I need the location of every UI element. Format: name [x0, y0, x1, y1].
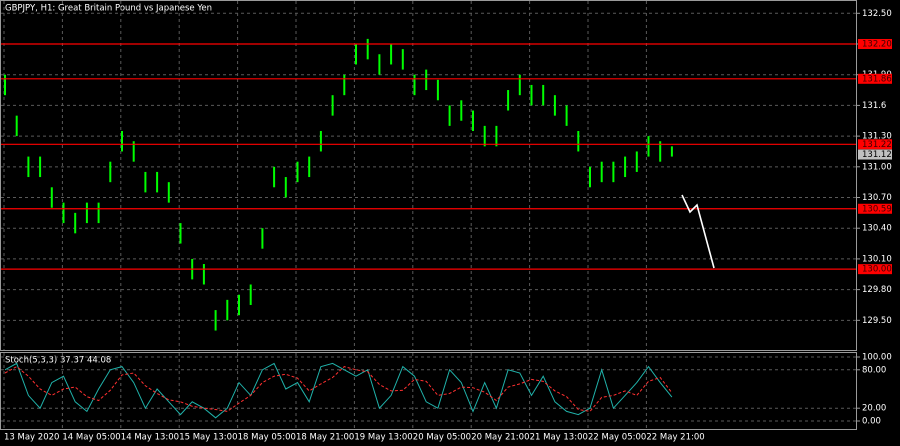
y-tick-label: 131.00 — [862, 162, 892, 172]
level-label: 131.86 — [862, 74, 892, 84]
level-label: 131.22 — [862, 140, 892, 150]
y-tick-label: 20.00 — [862, 404, 886, 414]
y-tick-label: 130.10 — [862, 254, 892, 264]
y-tick-label: 131.30 — [862, 132, 892, 142]
x-tick-label: 21 May 13:00 — [530, 433, 588, 443]
level-label-box — [858, 203, 892, 214]
main-frame — [0, 0, 857, 351]
y-tick-label: 0.00 — [862, 417, 881, 427]
x-tick-label: 19 May 13:00 — [354, 433, 412, 443]
x-tick-label: 14 May 13:00 — [121, 433, 179, 443]
x-tick-label: 18 May 05:00 — [238, 433, 296, 443]
stoch-line — [4, 365, 673, 412]
y-tick-label: 131.6 — [862, 101, 886, 111]
x-tick-label: 18 May 21:00 — [296, 433, 354, 443]
arrow — [681, 194, 715, 269]
y-tick-label: 130.70 — [862, 193, 892, 203]
y-tick-label: 132.50 — [862, 9, 892, 19]
x-tick-label: 15 May 13:00 — [179, 433, 237, 443]
price-label: 131.12 — [862, 150, 892, 160]
x-tick-label: 22 May 05:00 — [588, 433, 646, 443]
x-tick-label: 22 May 21:00 — [646, 433, 704, 443]
chart-title: GBPJPY, H1: Great Britain Pound vs Japan… — [5, 4, 212, 14]
y-tick-label: 130.40 — [862, 224, 892, 234]
x-tick-label: 14 May 05:00 — [62, 433, 120, 443]
x-tick-label: 20 May 05:00 — [413, 433, 471, 443]
stoch-line — [4, 362, 673, 419]
y-tick-label: 100.00 — [862, 353, 892, 363]
level-label: 132.20 — [862, 40, 892, 50]
indicator-title: Stoch(5,3,3) 37.37 44.08 — [5, 356, 111, 366]
level-label-box — [858, 264, 892, 275]
level-label-box — [858, 139, 892, 150]
x-tick-label: 13 May 2020 — [4, 433, 59, 443]
x-tick-label: 20 May 21:00 — [471, 433, 529, 443]
y-tick-label: 129.50 — [862, 316, 892, 326]
level-label: 130.00 — [862, 265, 892, 275]
y-tick-label: 129.80 — [862, 285, 892, 295]
price-label-box — [858, 149, 892, 160]
y-tick-label: 80.00 — [862, 365, 886, 375]
level-label: 130.59 — [862, 204, 892, 214]
sub-frame — [0, 352, 857, 430]
level-label-box — [858, 73, 892, 84]
level-label-box — [858, 39, 892, 50]
